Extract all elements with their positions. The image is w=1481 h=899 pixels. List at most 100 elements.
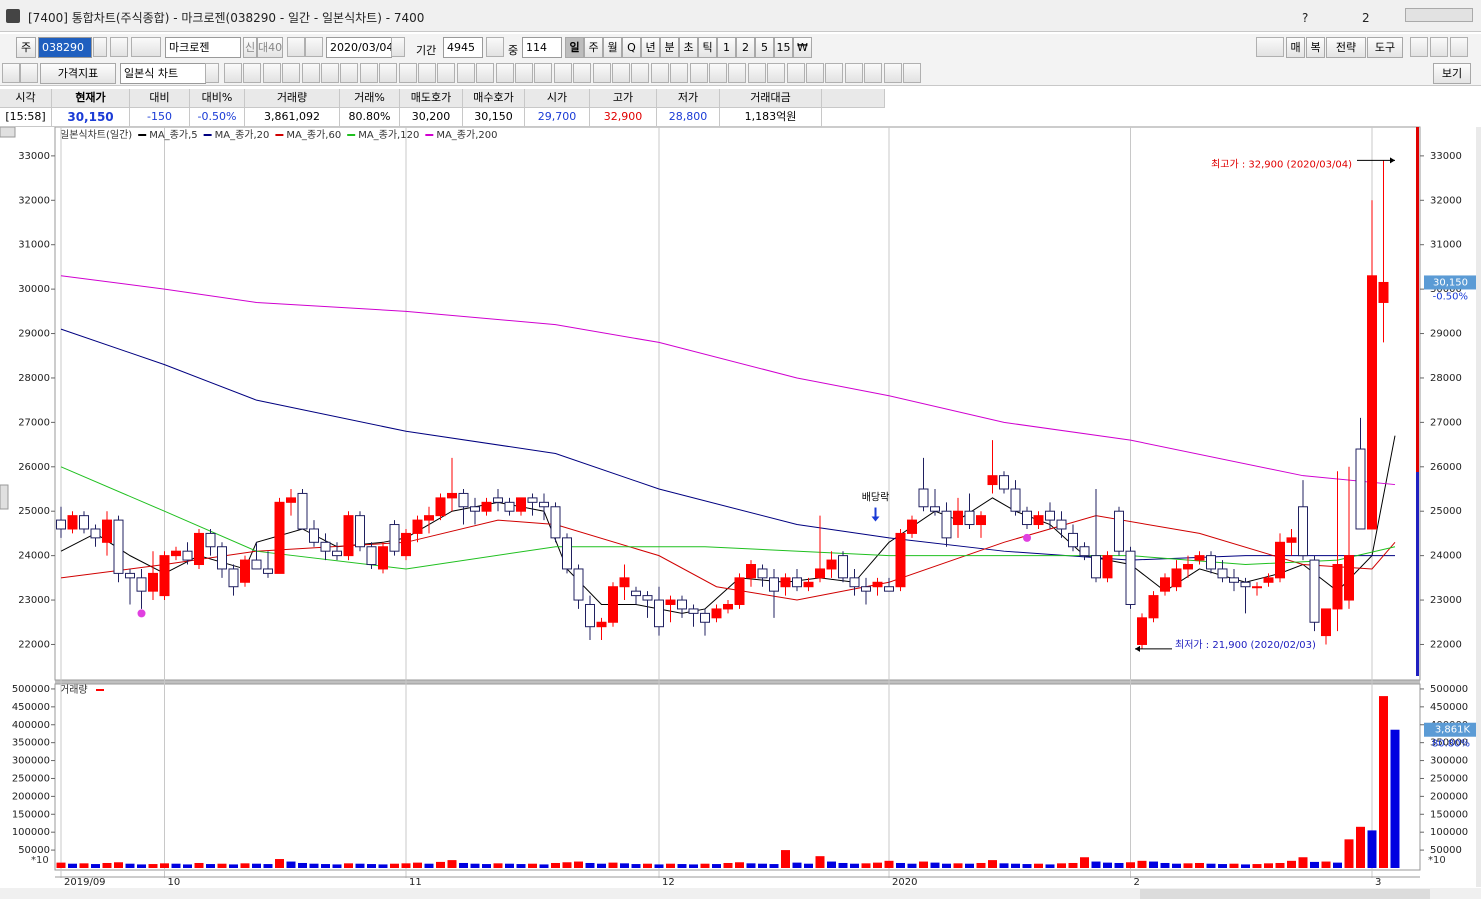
draw-tool[interactable] xyxy=(612,63,630,83)
draw-tool[interactable] xyxy=(224,63,242,83)
draw-tool[interactable] xyxy=(806,63,824,83)
draw-tool[interactable] xyxy=(573,63,592,83)
draw-tool[interactable] xyxy=(903,63,921,83)
draw-tool[interactable] xyxy=(321,63,339,83)
draw-tool[interactable] xyxy=(301,63,320,83)
period-btn[interactable]: 틱 xyxy=(698,37,717,58)
draw-tool[interactable] xyxy=(786,63,805,83)
x-tick-label: 12 xyxy=(662,877,675,888)
volume-bar xyxy=(1275,862,1285,868)
help-icon[interactable]: ? xyxy=(1302,11,1309,25)
draw-tool[interactable] xyxy=(379,63,398,83)
draw-tool[interactable] xyxy=(864,63,883,83)
y-tick-label: 30000 xyxy=(1430,284,1462,295)
code-input[interactable]: 038290 xyxy=(38,37,92,58)
draw-tool[interactable] xyxy=(883,63,902,83)
market-btn[interactable]: 주 xyxy=(16,37,36,58)
indicator-btn[interactable]: 가격지표 xyxy=(40,63,116,84)
period-btn[interactable]: 분 xyxy=(660,37,679,58)
style-dropdown[interactable] xyxy=(205,63,219,83)
draw-tool[interactable] xyxy=(243,63,262,83)
candle-body xyxy=(458,492,469,508)
period-btn[interactable]: 년 xyxy=(641,37,660,58)
period-btn[interactable]: 일 xyxy=(565,37,584,58)
draw-tool[interactable] xyxy=(631,63,650,83)
layout-icon[interactable]: 2 xyxy=(1362,11,1370,25)
draw-tool[interactable] xyxy=(670,63,689,83)
period-btn[interactable]: 초 xyxy=(679,37,698,58)
period-btn[interactable]: 5 xyxy=(755,37,774,58)
menu-btn[interactable]: 도구 xyxy=(1367,37,1403,58)
menu-btn[interactable]: 전략 xyxy=(1326,37,1366,58)
y-tick-label: 22000 xyxy=(1430,639,1462,650)
draw-tool[interactable] xyxy=(747,63,766,83)
draw-tool[interactable] xyxy=(515,63,533,83)
period-btn[interactable]: 1 xyxy=(717,37,736,58)
draw-tool[interactable] xyxy=(728,63,747,83)
draw-tool[interactable] xyxy=(844,63,863,83)
period-btn[interactable]: ₩ xyxy=(793,37,812,58)
prev-btn[interactable] xyxy=(305,37,323,57)
v-scrollbar[interactable] xyxy=(1476,127,1481,887)
scroll-toggle[interactable] xyxy=(0,126,16,138)
draw-tool[interactable] xyxy=(398,63,417,83)
draw-tool[interactable] xyxy=(456,63,475,83)
candle-body xyxy=(297,492,308,530)
cloud-btn[interactable] xyxy=(1256,37,1284,57)
menu-btn[interactable]: 매 xyxy=(1286,37,1305,58)
candle-body xyxy=(999,475,1009,490)
draw-tool[interactable] xyxy=(476,63,495,83)
draw-tool[interactable] xyxy=(262,63,281,83)
tool-icon[interactable] xyxy=(1410,37,1428,57)
period-btn[interactable]: 월 xyxy=(603,37,622,58)
draw-tool[interactable] xyxy=(534,63,553,83)
draw-tool[interactable] xyxy=(495,63,514,83)
y-tick-label: 22000 xyxy=(18,639,50,650)
h-scrollbar[interactable] xyxy=(0,888,1481,899)
tool-icon[interactable] xyxy=(1450,37,1468,57)
next-btn[interactable] xyxy=(287,37,305,57)
draw-tool[interactable] xyxy=(340,63,359,83)
tool-icon[interactable] xyxy=(1430,37,1448,57)
code-dropdown[interactable] xyxy=(93,37,107,57)
date-dropdown[interactable] xyxy=(391,37,405,57)
volume-bar xyxy=(574,861,583,868)
period-btn[interactable]: 2 xyxy=(736,37,755,58)
volume-bar xyxy=(401,863,411,868)
period-icon[interactable] xyxy=(486,37,504,57)
h-scroll-tools[interactable] xyxy=(1140,889,1430,899)
draw-tool[interactable] xyxy=(282,63,301,83)
draw-tool[interactable] xyxy=(553,63,572,83)
volume-bar xyxy=(562,862,572,868)
draw-tool[interactable] xyxy=(418,63,436,83)
search-btn[interactable] xyxy=(110,37,128,57)
side-toggle[interactable] xyxy=(0,484,9,510)
menu-btn[interactable]: 복 xyxy=(1306,37,1325,58)
y-tick-label: 100000 xyxy=(12,827,50,838)
draw-tool[interactable] xyxy=(709,63,727,83)
period-btn[interactable]: 15 xyxy=(774,37,793,58)
chart-style[interactable]: 일본식 차트 xyxy=(120,63,206,84)
view-btn[interactable]: 보기 xyxy=(1433,63,1471,84)
draw-tool[interactable] xyxy=(767,63,786,83)
period-btn[interactable]: Q xyxy=(622,37,641,58)
draw-tool[interactable] xyxy=(592,63,611,83)
up-btn[interactable] xyxy=(2,63,20,83)
edit-btn[interactable] xyxy=(20,63,38,83)
date-input[interactable]: 2020/03/04 xyxy=(326,37,393,58)
period-btn[interactable]: 주 xyxy=(584,37,603,58)
draw-tool[interactable] xyxy=(359,63,378,83)
y-tick-label: 29000 xyxy=(18,329,50,340)
period-input[interactable]: 4945 xyxy=(443,37,483,58)
count-input[interactable]: 114 xyxy=(522,37,562,58)
draw-tool[interactable] xyxy=(825,63,844,83)
sort-btn[interactable] xyxy=(131,37,161,57)
draw-tool[interactable] xyxy=(689,63,708,83)
y-tick-label: 250000 xyxy=(1430,773,1468,784)
candle-body xyxy=(159,555,170,597)
candle-body xyxy=(711,608,722,619)
window-controls[interactable] xyxy=(1405,8,1473,22)
draw-tool[interactable] xyxy=(437,63,456,83)
draw-tool[interactable] xyxy=(650,63,669,83)
volume-bar xyxy=(148,864,158,868)
